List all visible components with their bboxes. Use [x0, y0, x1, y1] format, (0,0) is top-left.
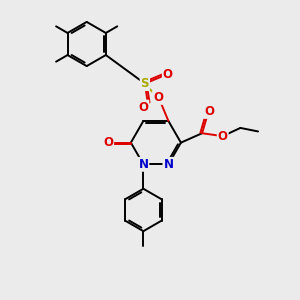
Text: O: O	[163, 68, 173, 81]
Text: O: O	[138, 100, 148, 114]
Text: S: S	[141, 77, 149, 90]
Text: O: O	[218, 130, 228, 143]
Text: N: N	[138, 158, 148, 171]
Text: O: O	[103, 136, 113, 149]
Text: N: N	[164, 158, 173, 171]
Text: O: O	[204, 105, 214, 118]
Text: O: O	[153, 91, 163, 104]
